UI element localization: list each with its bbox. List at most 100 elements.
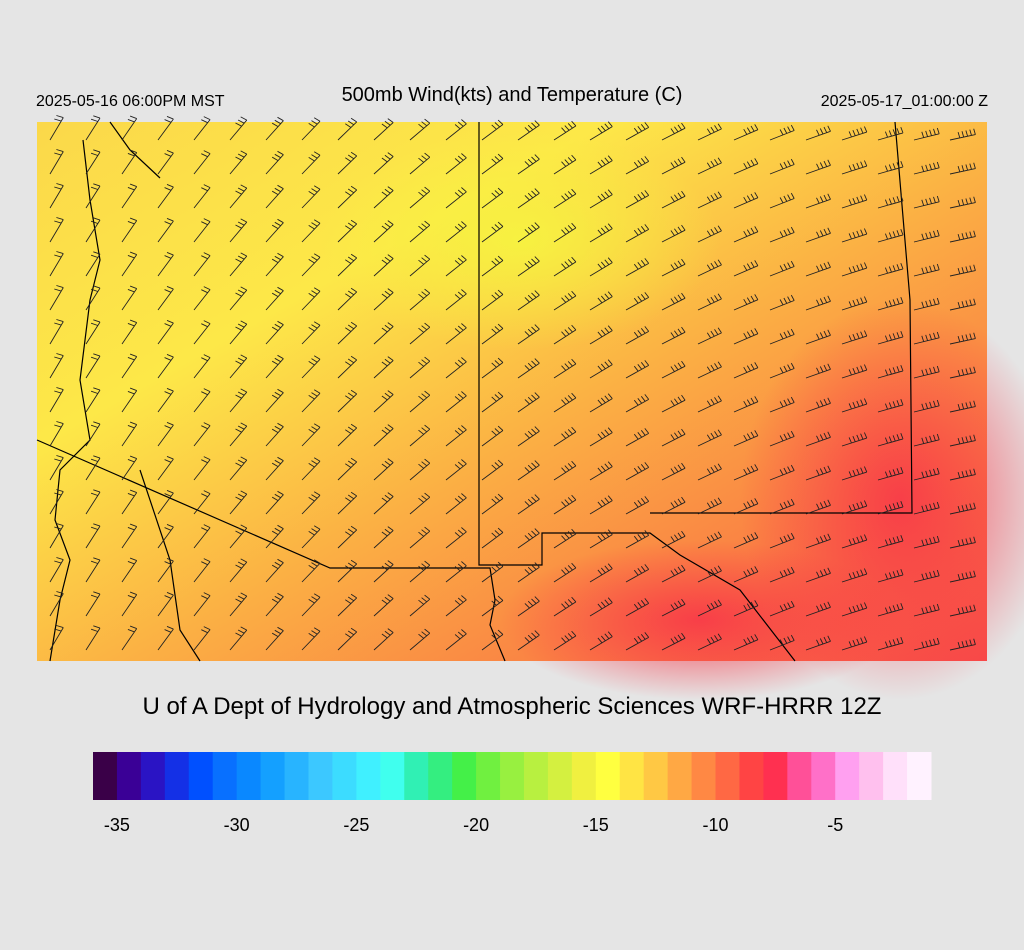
wind-barb (229, 116, 248, 141)
wind-barb (121, 319, 138, 345)
wind-barb (733, 464, 759, 481)
wind-barb (661, 530, 686, 549)
wind-barb (373, 322, 394, 345)
wind-barb (697, 123, 722, 141)
wind-barb (265, 252, 284, 277)
wind-barb (85, 183, 101, 209)
wind-barb (661, 394, 686, 413)
wind-barb (337, 389, 358, 413)
wind-barb (121, 285, 138, 311)
wind-barb (301, 117, 321, 141)
credit: U of A Dept of Hydrology and Atmospheric… (143, 693, 882, 720)
wind-barb (337, 593, 358, 617)
wind-barb (769, 226, 795, 243)
wind-barb (193, 286, 211, 311)
wind-barb (589, 223, 613, 243)
wind-barb (265, 524, 284, 549)
wind-barb (877, 535, 904, 549)
wind-barb (949, 366, 976, 379)
wind-barb (769, 396, 795, 413)
wind-barb (805, 193, 831, 209)
wind-barb (661, 632, 686, 651)
wind-barb (301, 389, 321, 413)
wind-barb (157, 421, 174, 447)
wind-barb (697, 327, 722, 345)
wind-barb (589, 325, 613, 345)
wind-barb (121, 489, 138, 515)
wind-barb (445, 561, 467, 583)
wind-barb (553, 120, 577, 141)
wind-barb (157, 319, 174, 345)
wind-barb (193, 150, 211, 175)
wind-barb (301, 321, 321, 345)
wind-barb (553, 596, 577, 617)
wind-barb (85, 319, 101, 345)
colorbar-swatch (332, 752, 357, 800)
colorbar-swatch (859, 752, 884, 800)
wind-barb (625, 496, 650, 515)
wind-barb (373, 492, 394, 515)
wind-barb (769, 362, 795, 379)
wind-barb (841, 296, 868, 311)
wind-barb (85, 285, 101, 311)
wind-barb (625, 190, 650, 209)
colorbar-swatch (284, 752, 309, 800)
wind-barb (373, 118, 394, 141)
wind-barb (661, 326, 686, 345)
wind-barb (481, 459, 504, 481)
wind-barb (769, 158, 795, 175)
wind-barb (157, 217, 174, 243)
wind-barb (49, 285, 64, 311)
wind-barb (121, 149, 138, 175)
wind-barb (85, 149, 101, 175)
colorbar-swatch (739, 752, 764, 800)
wind-barb (913, 127, 940, 141)
wind-barb (697, 599, 722, 617)
wind-barb (553, 392, 577, 413)
wind-barb (337, 185, 358, 209)
wind-barb (193, 592, 211, 617)
wind-barb (625, 258, 650, 277)
colorbar-tick-label: -5 (827, 815, 843, 835)
wind-barb (949, 400, 976, 413)
wind-barb (409, 390, 431, 413)
wind-barb (553, 528, 577, 549)
colorbar-tick-label: -25 (343, 815, 369, 835)
colorbar-tick-label: -10 (703, 815, 729, 835)
valid-local: 2025-05-16 06:00PM MST (36, 93, 225, 110)
warm-area (320, 130, 720, 350)
wind-barb (409, 356, 431, 379)
wind-barb (877, 127, 904, 141)
wind-barb (553, 426, 577, 447)
colorbar-swatch (811, 752, 836, 800)
wind-barb (49, 387, 64, 413)
wind-barb (121, 387, 138, 413)
wind-barb (661, 224, 686, 243)
wind-barb (697, 225, 722, 243)
wind-barb (193, 218, 211, 243)
wind-barb (229, 150, 248, 175)
wind-barb (949, 230, 976, 243)
wind-barb (949, 468, 976, 481)
wind-barb (877, 331, 904, 345)
colorbar-swatch (236, 752, 262, 800)
wind-barb (265, 286, 284, 311)
wind-barb (409, 560, 431, 583)
colorbar-swatch (380, 752, 405, 800)
wind-barb (949, 332, 976, 345)
colorbar-swatch (428, 752, 453, 800)
wind-barb (769, 124, 795, 141)
wind-barb (697, 293, 722, 311)
wind-barb (661, 428, 686, 447)
wind-barb (49, 421, 64, 447)
wind-barb (193, 252, 211, 277)
wind-barb (517, 188, 540, 209)
wind-barb (877, 161, 904, 175)
wind-barb (229, 558, 248, 583)
wind-barb (445, 323, 467, 345)
wind-barb (301, 185, 321, 209)
colorbar-swatch (356, 752, 381, 800)
wind-barb (949, 196, 976, 209)
wind-barb (85, 387, 101, 413)
wind-barb (841, 330, 868, 345)
